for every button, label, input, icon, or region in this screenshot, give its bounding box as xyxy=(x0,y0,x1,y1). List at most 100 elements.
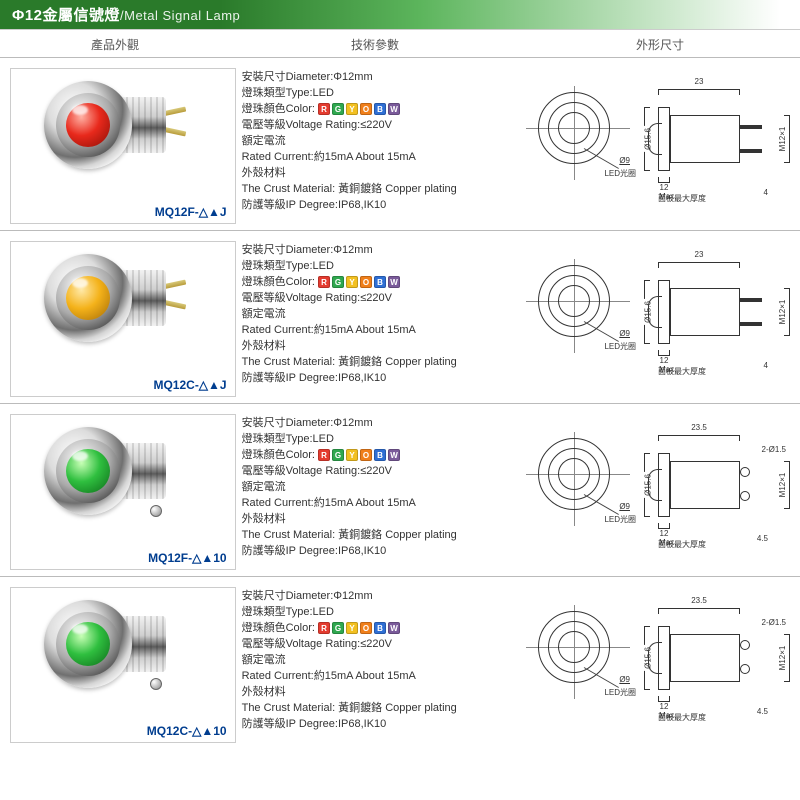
side-thread-dim: M12×1 xyxy=(784,461,790,509)
spec-voltage: 電壓等級Voltage Rating:≤220V xyxy=(242,637,526,653)
lamp-illustration xyxy=(38,248,208,376)
spec-rated-current: Rated Current:約15mA About 15mA xyxy=(242,150,526,166)
color-chip: Y xyxy=(346,622,358,634)
title-sub: /Metal Signal Lamp xyxy=(120,8,240,23)
spec-color-line: 燈珠顏色Color: RGYOBW xyxy=(242,102,526,118)
spec-ip: 防護等級IP Degree:IP68,IK10 xyxy=(242,371,526,387)
spec-crust: The Crust Material: 黃銅鍍鉻 Copper plating xyxy=(242,355,526,371)
spec-crust-label: 外殼材料 xyxy=(242,685,526,701)
side-extra2-dim: 4.5 xyxy=(757,707,768,716)
header-appearance: 產品外觀 xyxy=(0,36,230,53)
product-photo: MQ12C-△▲10 xyxy=(10,587,236,743)
spec-type: 燈珠類型Type:LED xyxy=(242,605,526,621)
color-chip: O xyxy=(360,103,372,115)
spec-rated-label: 額定電流 xyxy=(242,653,526,669)
model-label: MQ12F-△▲10 xyxy=(148,549,234,569)
side-extra2-dim: 4.5 xyxy=(757,534,768,543)
side-under-note: 面板最大厚度 xyxy=(658,712,706,723)
color-chips: RGYOBW xyxy=(318,622,400,634)
spec-rated-label: 額定電流 xyxy=(242,134,526,150)
front-dia-label: Ø9 xyxy=(619,156,630,165)
front-dia-label: Ø9 xyxy=(619,329,630,338)
column-headers: 產品外觀 技術參數 外形尺寸 xyxy=(0,36,800,53)
color-chip: O xyxy=(360,276,372,288)
side-under-note: 面板最大厚度 xyxy=(658,539,706,550)
spec-color-line: 燈珠顏色Color: RGYOBW xyxy=(242,275,526,291)
spec-diameter: 安裝尺寸Diameter:Φ12mm xyxy=(242,589,526,605)
side-top-dim: 23.5 xyxy=(658,435,740,441)
front-dia-label: Ø9 xyxy=(619,502,630,511)
side-top-dim: 23 xyxy=(658,262,740,268)
title-main: 12金屬信號燈 xyxy=(25,7,120,24)
color-chip: Y xyxy=(346,276,358,288)
spec-crust-label: 外殼材料 xyxy=(242,339,526,355)
color-chips: RGYOBW xyxy=(318,103,400,115)
title-bar: Φ12金屬信號燈/Metal Signal Lamp xyxy=(0,0,800,30)
spec-cell: 安裝尺寸Diameter:Φ12mm 燈珠類型Type:LED 燈珠顏色Colo… xyxy=(242,64,526,228)
color-chip: B xyxy=(374,449,386,461)
spec-ip: 防護等級IP Degree:IP68,IK10 xyxy=(242,717,526,733)
product-row: MQ12C-△▲10 安裝尺寸Diameter:Φ12mm 燈珠類型Type:L… xyxy=(0,576,800,749)
side-extra2-dim: 4 xyxy=(764,361,768,370)
spec-ip: 防護等級IP Degree:IP68,IK10 xyxy=(242,198,526,214)
side-view: 23.5 Ø15.6 M12×1 12 Max. 面板最大厚度 2-Ø1.5 4… xyxy=(644,600,794,730)
lamp-gloss xyxy=(72,278,88,288)
color-chip: R xyxy=(318,449,330,461)
tech-drawings: Ø9 LED光圈 23.5 Ø15.6 M12×1 12 Max. 面板最大厚度… xyxy=(526,410,800,574)
spec-cell: 安裝尺寸Diameter:Φ12mm 燈珠類型Type:LED 燈珠顏色Colo… xyxy=(242,410,526,574)
front-note-label: LED光圈 xyxy=(604,514,636,525)
lamp-gloss xyxy=(72,624,88,634)
side-bot-dim: 12 Max. xyxy=(658,696,670,702)
spec-color-label: 燈珠顏色Color: xyxy=(242,449,315,461)
color-chip: Y xyxy=(346,103,358,115)
spec-cell: 安裝尺寸Diameter:Φ12mm 燈珠類型Type:LED 燈珠顏色Colo… xyxy=(242,237,526,401)
color-chip: G xyxy=(332,103,344,115)
spec-rated-label: 額定電流 xyxy=(242,307,526,323)
spec-ip: 防護等級IP Degree:IP68,IK10 xyxy=(242,544,526,560)
product-row: MQ12F-△▲J 安裝尺寸Diameter:Φ12mm 燈珠類型Type:LE… xyxy=(0,57,800,230)
spec-color-label: 燈珠顏色Color: xyxy=(242,622,315,634)
lamp-gloss xyxy=(72,451,88,461)
spec-type: 燈珠類型Type:LED xyxy=(242,432,526,448)
side-top-dim: 23.5 xyxy=(658,608,740,614)
spec-diameter: 安裝尺寸Diameter:Φ12mm xyxy=(242,243,526,259)
color-chip: R xyxy=(318,103,330,115)
side-top-dim: 23 xyxy=(658,89,740,95)
spec-rated-current: Rated Current:約15mA About 15mA xyxy=(242,323,526,339)
color-chip: O xyxy=(360,622,372,634)
color-chip: W xyxy=(388,103,400,115)
spec-rated-current: Rated Current:約15mA About 15mA xyxy=(242,496,526,512)
spec-crust: The Crust Material: 黃銅鍍鉻 Copper plating xyxy=(242,528,526,544)
color-chip: G xyxy=(332,449,344,461)
model-label: MQ12C-△▲10 xyxy=(147,722,235,742)
side-bot-dim: 12 Max. xyxy=(658,523,670,529)
spec-voltage: 電壓等級Voltage Rating:≤220V xyxy=(242,291,526,307)
spec-voltage: 電壓等級Voltage Rating:≤220V xyxy=(242,464,526,480)
product-photo: MQ12C-△▲J xyxy=(10,241,236,397)
color-chip: G xyxy=(332,276,344,288)
tech-drawings: Ø9 LED光圈 23.5 Ø15.6 M12×1 12 Max. 面板最大厚度… xyxy=(526,583,800,747)
spec-rated-label: 額定電流 xyxy=(242,480,526,496)
lamp-illustration xyxy=(38,594,208,722)
product-row: MQ12F-△▲10 安裝尺寸Diameter:Φ12mm 燈珠類型Type:L… xyxy=(0,403,800,576)
color-chip: O xyxy=(360,449,372,461)
spec-color-line: 燈珠顏色Color: RGYOBW xyxy=(242,621,526,637)
spec-crust-label: 外殼材料 xyxy=(242,512,526,528)
spec-color-label: 燈珠顏色Color: xyxy=(242,103,315,115)
color-chip: B xyxy=(374,276,386,288)
side-extra2-dim: 4 xyxy=(764,188,768,197)
spec-color-label: 燈珠顏色Color: xyxy=(242,276,315,288)
color-chip: B xyxy=(374,622,386,634)
side-thread-dim: M12×1 xyxy=(784,115,790,163)
product-row: MQ12C-△▲J 安裝尺寸Diameter:Φ12mm 燈珠類型Type:LE… xyxy=(0,230,800,403)
product-photo: MQ12F-△▲J xyxy=(10,68,236,224)
model-label: MQ12F-△▲J xyxy=(155,203,235,223)
front-view: Ø9 LED光圈 xyxy=(526,605,636,725)
spec-type: 燈珠類型Type:LED xyxy=(242,86,526,102)
front-view: Ø9 LED光圈 xyxy=(526,259,636,379)
side-view: 23.5 Ø15.6 M12×1 12 Max. 面板最大厚度 2-Ø1.5 4… xyxy=(644,427,794,557)
color-chip: R xyxy=(318,276,330,288)
spec-diameter: 安裝尺寸Diameter:Φ12mm xyxy=(242,416,526,432)
spec-cell: 安裝尺寸Diameter:Φ12mm 燈珠類型Type:LED 燈珠顏色Colo… xyxy=(242,583,526,747)
spec-color-line: 燈珠顏色Color: RGYOBW xyxy=(242,448,526,464)
